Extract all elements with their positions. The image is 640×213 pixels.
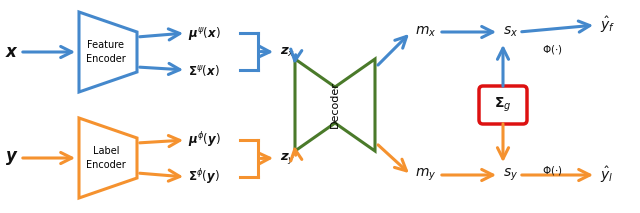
Text: Decoder: Decoder <box>330 82 340 128</box>
Text: Encoder: Encoder <box>86 160 126 170</box>
Text: Encoder: Encoder <box>86 54 126 64</box>
Text: $\hat{y}_l$: $\hat{y}_l$ <box>600 165 613 185</box>
Text: $m_y$: $m_y$ <box>415 167 436 183</box>
Text: $s_x$: $s_x$ <box>503 25 518 39</box>
Text: $\boldsymbol{y}$: $\boldsymbol{y}$ <box>5 149 19 167</box>
Text: $\boldsymbol{z}_y$: $\boldsymbol{z}_y$ <box>280 151 296 166</box>
Text: $\boldsymbol{z}_x$: $\boldsymbol{z}_x$ <box>280 45 296 59</box>
Text: $\boldsymbol{\mu}^{\phi}(\boldsymbol{y})$: $\boldsymbol{\mu}^{\phi}(\boldsymbol{y})… <box>188 130 221 150</box>
Text: $\Phi(\cdot)$: $\Phi(\cdot)$ <box>541 43 563 56</box>
Text: $m_x$: $m_x$ <box>415 25 436 39</box>
Text: $\boldsymbol{\Sigma}^{\phi}(\boldsymbol{y})$: $\boldsymbol{\Sigma}^{\phi}(\boldsymbol{… <box>188 167 220 187</box>
FancyBboxPatch shape <box>479 86 527 124</box>
Text: $\Phi(\cdot)$: $\Phi(\cdot)$ <box>541 164 563 177</box>
Text: Feature: Feature <box>88 40 125 50</box>
Text: $\boldsymbol{x}$: $\boldsymbol{x}$ <box>5 43 19 61</box>
Text: $\boldsymbol{\Sigma}^{\psi}(\boldsymbol{x})$: $\boldsymbol{\Sigma}^{\psi}(\boldsymbol{… <box>188 62 220 78</box>
Text: $s_y$: $s_y$ <box>503 167 518 183</box>
Text: $\hat{y}_f$: $\hat{y}_f$ <box>600 15 615 35</box>
Text: Label: Label <box>93 146 119 156</box>
Text: $\boldsymbol{\mu}^{\psi}(\boldsymbol{x})$: $\boldsymbol{\mu}^{\psi}(\boldsymbol{x})… <box>188 24 221 42</box>
Text: $\boldsymbol{\Sigma}_g$: $\boldsymbol{\Sigma}_g$ <box>494 96 512 114</box>
